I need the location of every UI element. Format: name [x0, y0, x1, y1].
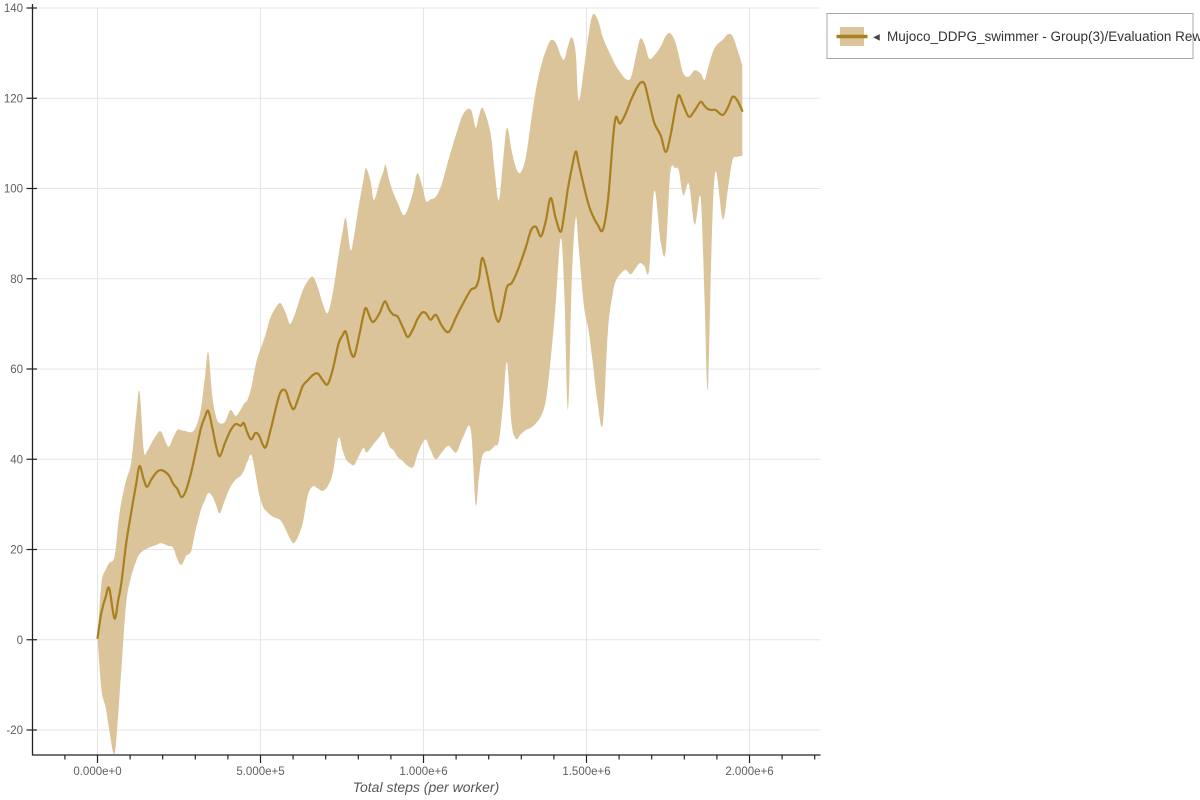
legend-swatch-icon	[836, 27, 868, 46]
axes	[26, 4, 821, 763]
x-tick-label: 5.000e+5	[236, 766, 284, 778]
confidence-band	[97, 13, 743, 755]
legend-collapse-icon[interactable]: ◄	[871, 32, 882, 44]
x-tick-label: 1.500e+6	[562, 766, 610, 778]
y-tick-label: 60	[10, 364, 23, 376]
y-tick-label: -20	[6, 725, 23, 737]
y-tick-label: 40	[10, 454, 23, 466]
legend-label[interactable]: Mujoco_DDPG_swimmer - Group(3)/Evaluatio…	[887, 29, 1200, 44]
y-tick-label: 80	[10, 274, 23, 286]
x-tick-label: 1.000e+6	[399, 766, 447, 778]
y-tick-label: 120	[4, 93, 23, 105]
legend-box[interactable]	[826, 13, 1194, 59]
mean-line	[96, 80, 744, 640]
x-tick-label: 2.000e+6	[725, 766, 773, 778]
y-tick-label: 100	[4, 184, 23, 196]
x-tick-label: 0.000e+0	[73, 766, 121, 778]
y-tick-label: 20	[10, 545, 23, 557]
y-tick-label: 0	[17, 635, 23, 647]
x-axis-title: Total steps (per worker)	[353, 779, 500, 795]
tick-labels: 140 120 100 80 60 40 20 0 -20 0.000e+0 5.000e+5 1.0…	[4, 3, 774, 778]
legend[interactable]: ◄ Mujoco_DDPG_swimmer - Group(3)/Evaluat…	[826, 13, 1200, 59]
y-tick-label: 140	[4, 3, 23, 15]
plot-area[interactable]	[96, 13, 744, 755]
